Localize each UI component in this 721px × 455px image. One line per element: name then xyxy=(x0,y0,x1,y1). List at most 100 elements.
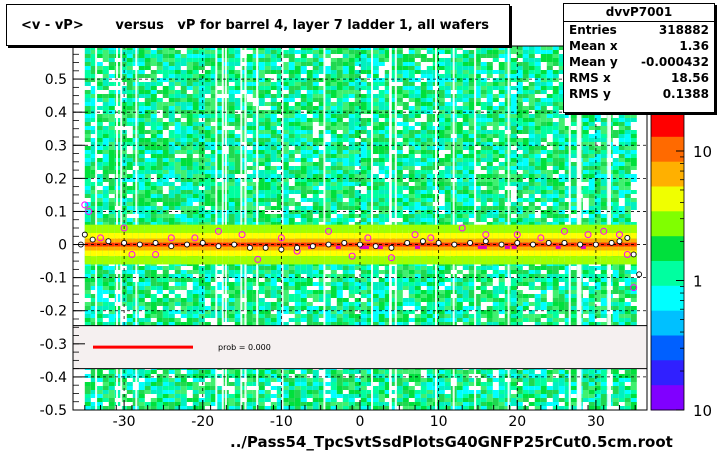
heatmap-cell xyxy=(390,206,397,210)
heatmap-cell xyxy=(252,122,259,126)
heatmap-cell xyxy=(90,174,97,178)
heatmap-cell xyxy=(144,166,151,170)
heatmap-cell xyxy=(108,206,115,210)
heatmap-cell xyxy=(156,170,163,174)
heatmap-cell xyxy=(390,106,397,110)
heatmap-cell xyxy=(444,66,451,70)
heatmap-cell xyxy=(402,162,409,166)
heatmap-cell xyxy=(342,310,349,314)
heatmap-cell xyxy=(90,118,97,122)
heatmap-cell xyxy=(180,214,187,218)
heatmap-cell xyxy=(252,66,259,70)
heatmap-cell xyxy=(198,74,205,78)
heatmap-cell xyxy=(318,402,325,406)
heatmap-cell xyxy=(84,126,91,130)
heatmap-cell xyxy=(168,102,175,106)
heatmap-cell xyxy=(216,54,223,58)
heatmap-cell xyxy=(336,146,343,150)
heatmap-cell xyxy=(144,214,151,218)
heatmap-cell xyxy=(306,190,313,194)
heatmap-cell xyxy=(210,170,217,174)
heatmap-cell xyxy=(90,214,97,218)
heatmap-cell xyxy=(294,114,301,118)
heatmap-cell xyxy=(198,302,205,306)
heatmap-cell xyxy=(96,174,103,178)
heatmap-cell xyxy=(102,106,109,110)
heatmap-cell xyxy=(348,198,355,202)
heatmap-cell xyxy=(312,370,319,374)
heatmap-cell xyxy=(372,274,379,278)
heatmap-cell xyxy=(360,78,367,82)
heatmap-cell xyxy=(396,190,403,194)
heatmap-cell xyxy=(402,382,409,386)
heatmap-cell xyxy=(294,202,301,206)
heatmap-cell xyxy=(426,290,433,294)
heatmap-cell xyxy=(234,398,241,402)
heatmap-cell xyxy=(174,102,181,106)
heatmap-cell xyxy=(126,306,133,310)
heatmap-cell xyxy=(366,118,373,122)
heatmap-cell xyxy=(198,154,205,158)
heatmap-cell xyxy=(318,122,325,126)
heatmap-cell xyxy=(384,190,391,194)
heatmap-cell xyxy=(324,282,331,286)
heatmap-cell xyxy=(378,178,385,182)
heatmap-cell xyxy=(384,174,391,178)
heatmap-cell xyxy=(318,170,325,174)
heatmap-cell xyxy=(198,106,205,110)
heatmap-cell xyxy=(150,198,157,202)
heatmap-cell xyxy=(234,74,241,78)
heatmap-cell xyxy=(120,186,127,190)
heatmap-cell xyxy=(426,46,433,50)
heatmap-cell xyxy=(156,186,163,190)
heatmap-cell xyxy=(270,314,277,318)
heatmap-cell xyxy=(366,314,373,318)
heatmap-cell xyxy=(276,182,283,186)
heatmap-cell xyxy=(96,394,103,398)
heatmap-cell xyxy=(312,406,319,410)
heatmap-cell xyxy=(186,222,193,226)
heatmap-cell xyxy=(264,382,271,386)
heatmap-cell xyxy=(180,218,187,222)
heatmap-cell xyxy=(168,154,175,158)
heatmap-cell xyxy=(372,266,379,270)
heatmap-cell xyxy=(210,46,217,50)
heatmap-cell xyxy=(342,370,349,374)
heatmap-cell xyxy=(186,306,193,310)
heatmap-cell xyxy=(336,286,343,290)
heatmap-cell xyxy=(102,118,109,122)
heatmap-cell xyxy=(360,286,367,290)
heatmap-cell xyxy=(102,278,109,282)
heatmap-cell xyxy=(330,86,337,90)
heatmap-cell xyxy=(174,190,181,194)
heatmap-cell xyxy=(288,190,295,194)
heatmap-cell xyxy=(138,210,145,214)
heatmap-cell xyxy=(378,206,385,210)
heatmap-cell xyxy=(246,66,253,70)
heatmap-cell xyxy=(342,170,349,174)
heatmap-cell xyxy=(204,314,211,318)
heatmap-cell xyxy=(378,222,385,226)
heatmap-cell xyxy=(372,282,379,286)
heatmap-cell xyxy=(126,274,133,278)
heatmap-cell xyxy=(264,146,271,150)
heatmap-cell xyxy=(174,122,181,126)
heatmap-cell xyxy=(336,374,343,378)
heatmap-cell xyxy=(330,162,337,166)
heatmap-cell xyxy=(210,146,217,150)
heatmap-cell xyxy=(216,398,223,402)
heatmap-cell xyxy=(246,178,253,182)
heatmap-cell xyxy=(378,90,385,94)
heatmap-cell xyxy=(282,86,289,90)
heatmap-cell xyxy=(204,146,211,150)
heatmap-cell xyxy=(162,214,169,218)
heatmap-cell xyxy=(264,222,271,226)
heatmap-cell xyxy=(210,270,217,274)
heatmap-cell xyxy=(426,138,433,142)
heatmap-cell xyxy=(192,186,199,190)
heatmap-cell xyxy=(168,106,175,110)
heatmap-cell xyxy=(384,278,391,282)
heatmap-cell xyxy=(438,94,445,98)
heatmap-cell xyxy=(246,294,253,298)
heatmap-cell xyxy=(360,146,367,150)
